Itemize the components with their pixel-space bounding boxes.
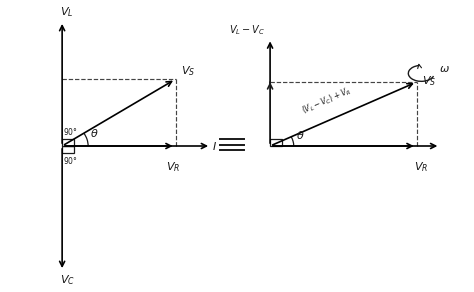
Text: $V_L$: $V_L$ (60, 5, 73, 19)
Text: $V_C$: $V_C$ (60, 273, 75, 287)
Text: $\theta$: $\theta$ (296, 129, 305, 141)
Text: $V_S$: $V_S$ (181, 64, 195, 78)
Text: $\theta$: $\theta$ (91, 127, 99, 139)
Text: $90°$: $90°$ (63, 126, 78, 137)
Text: $\omega$: $\omega$ (439, 64, 450, 74)
Text: $(V_L - V_C) + V_R$: $(V_L - V_C) + V_R$ (300, 85, 353, 117)
Text: $I$: $I$ (212, 140, 218, 152)
Text: $V_S$: $V_S$ (422, 74, 437, 88)
Text: $90°$: $90°$ (63, 155, 78, 166)
Text: $V_L - V_C$: $V_L - V_C$ (229, 23, 265, 37)
Text: $V_R$: $V_R$ (166, 161, 180, 174)
Text: $V_R$: $V_R$ (414, 161, 428, 174)
